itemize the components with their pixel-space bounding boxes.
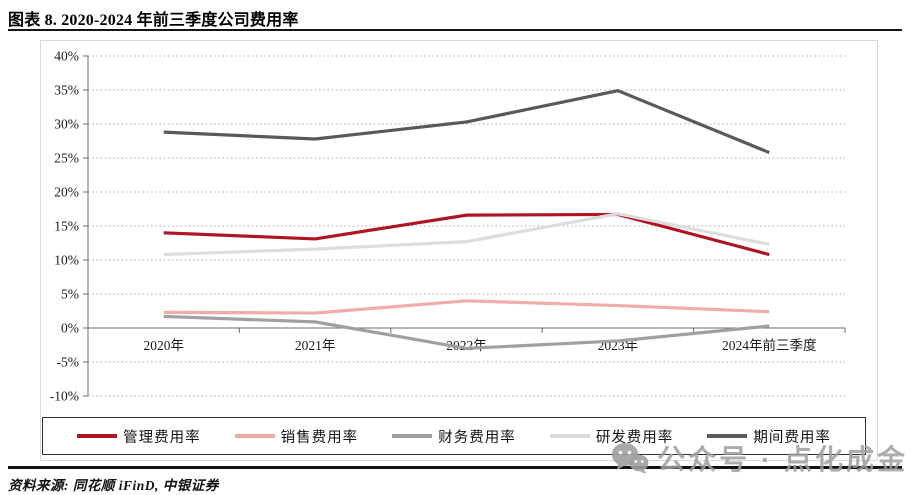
legend-swatch [392,434,433,438]
footer-rule [8,466,902,469]
legend-label: 期间费用率 [753,429,831,446]
legend-item: 销售费用率 [234,426,359,447]
line-chart: 40% 35% 30% 25% 20% 15% 10% 5% 0% -5% -10% 2020年 202… [50,49,846,404]
chart-container [40,40,878,461]
series-line-4 [163,89,770,155]
y-axis-label: 15% [54,219,79,234]
series-line-2 [163,314,770,351]
x-axis-label: 2021年 [295,338,336,353]
series-line-3 [163,212,770,257]
title-underline [8,29,902,31]
y-axis-label: 10% [54,253,79,268]
legend-label: 财务费用率 [438,429,516,446]
legend-swatch [234,434,275,438]
series-line-1 [163,299,770,315]
legend-swatch [707,434,748,438]
y-axis-label: 35% [54,83,79,98]
series-line-0 [163,212,770,257]
legend-swatch [549,434,590,438]
y-axis-label: 30% [54,117,79,132]
x-axis-label: 2020年 [143,338,184,353]
source-note: 资料来源: 同花顺 iFinD, 中银证券 [8,478,219,493]
y-axis-label: 20% [54,185,79,200]
legend-item: 管理费用率 [77,426,201,447]
x-axis-label: 2024年前三季度 [722,337,817,353]
y-axis-label: 25% [54,151,79,166]
legend-item: 期间费用率 [707,426,831,447]
legend-label: 研发费用率 [595,429,674,446]
y-axis-label: 0% [61,321,79,336]
legend-item: 研发费用率 [549,426,674,447]
legend-item: 财务费用率 [392,426,516,447]
legend-label: 销售费用率 [280,429,359,446]
chart-legend: 管理费用率 销售费用率 财务费用率 研发费用率 期间费用率 [42,417,866,455]
y-axis-label: -10% [50,389,79,404]
y-axis-label: 5% [61,287,79,302]
page-title: 图表 8. 2020-2024 年前三季度公司费用率 [8,12,299,29]
legend-swatch [77,434,118,438]
legend-label: 管理费用率 [123,429,201,446]
y-axis-label: -5% [57,355,80,370]
y-axis-label: 40% [54,49,79,64]
